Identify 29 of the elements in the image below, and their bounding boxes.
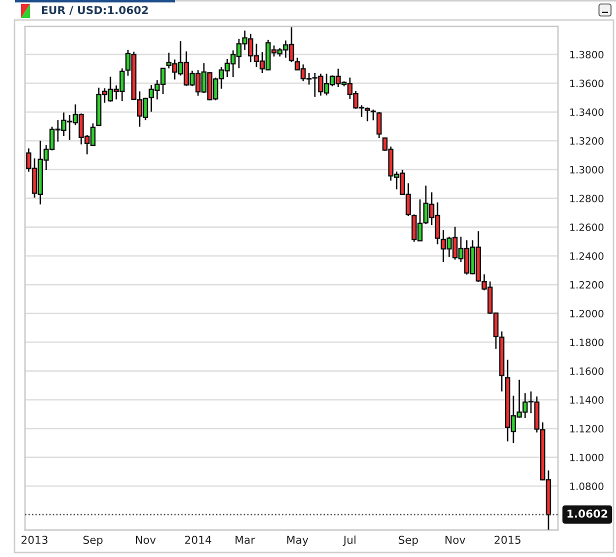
y-tick-label: 1.2400	[570, 252, 604, 260]
y-tick-label: 1.3800	[570, 50, 604, 58]
y-tick-label: 1.2000	[570, 310, 604, 318]
y-tick-label: 1.1600	[570, 367, 604, 375]
y-tick-label: 1.1800	[570, 338, 604, 346]
candlestick	[376, 111, 382, 139]
y-tick-label: 1.2800	[570, 194, 604, 202]
y-tick-label: 1.2200	[570, 281, 604, 289]
y-tick-label: 1.3400	[570, 108, 604, 116]
x-tick-label: Sep	[398, 536, 418, 546]
x-tick-label: Jul	[342, 536, 356, 546]
y-tick-label: 1.1200	[570, 424, 604, 432]
x-tick-label: 2014	[185, 536, 212, 544]
chart-title: EUR / USD:1.0602	[42, 6, 148, 15]
x-tick-label: Sep	[83, 536, 103, 546]
x-tick-label: Nov	[446, 536, 466, 544]
y-tick-label: 1.3600	[570, 80, 604, 88]
x-tick-label: 2013	[22, 536, 48, 544]
y-tick-label: 1.2600	[570, 224, 604, 232]
y-tick-label: 1.3200	[570, 137, 604, 145]
x-tick-label: Nov	[136, 536, 156, 544]
ref-line-label: 1.0602	[568, 510, 608, 518]
y-tick-label: 1.1400	[570, 396, 604, 404]
y-tick-label: 1.1000	[570, 454, 604, 462]
x-tick-label: Mar	[236, 536, 255, 544]
y-tick-label: 1.3000	[570, 166, 604, 174]
x-tick-label: May	[287, 536, 308, 546]
y-tick-label: 1.0800	[570, 482, 604, 490]
x-tick-label: 2015	[494, 536, 520, 544]
